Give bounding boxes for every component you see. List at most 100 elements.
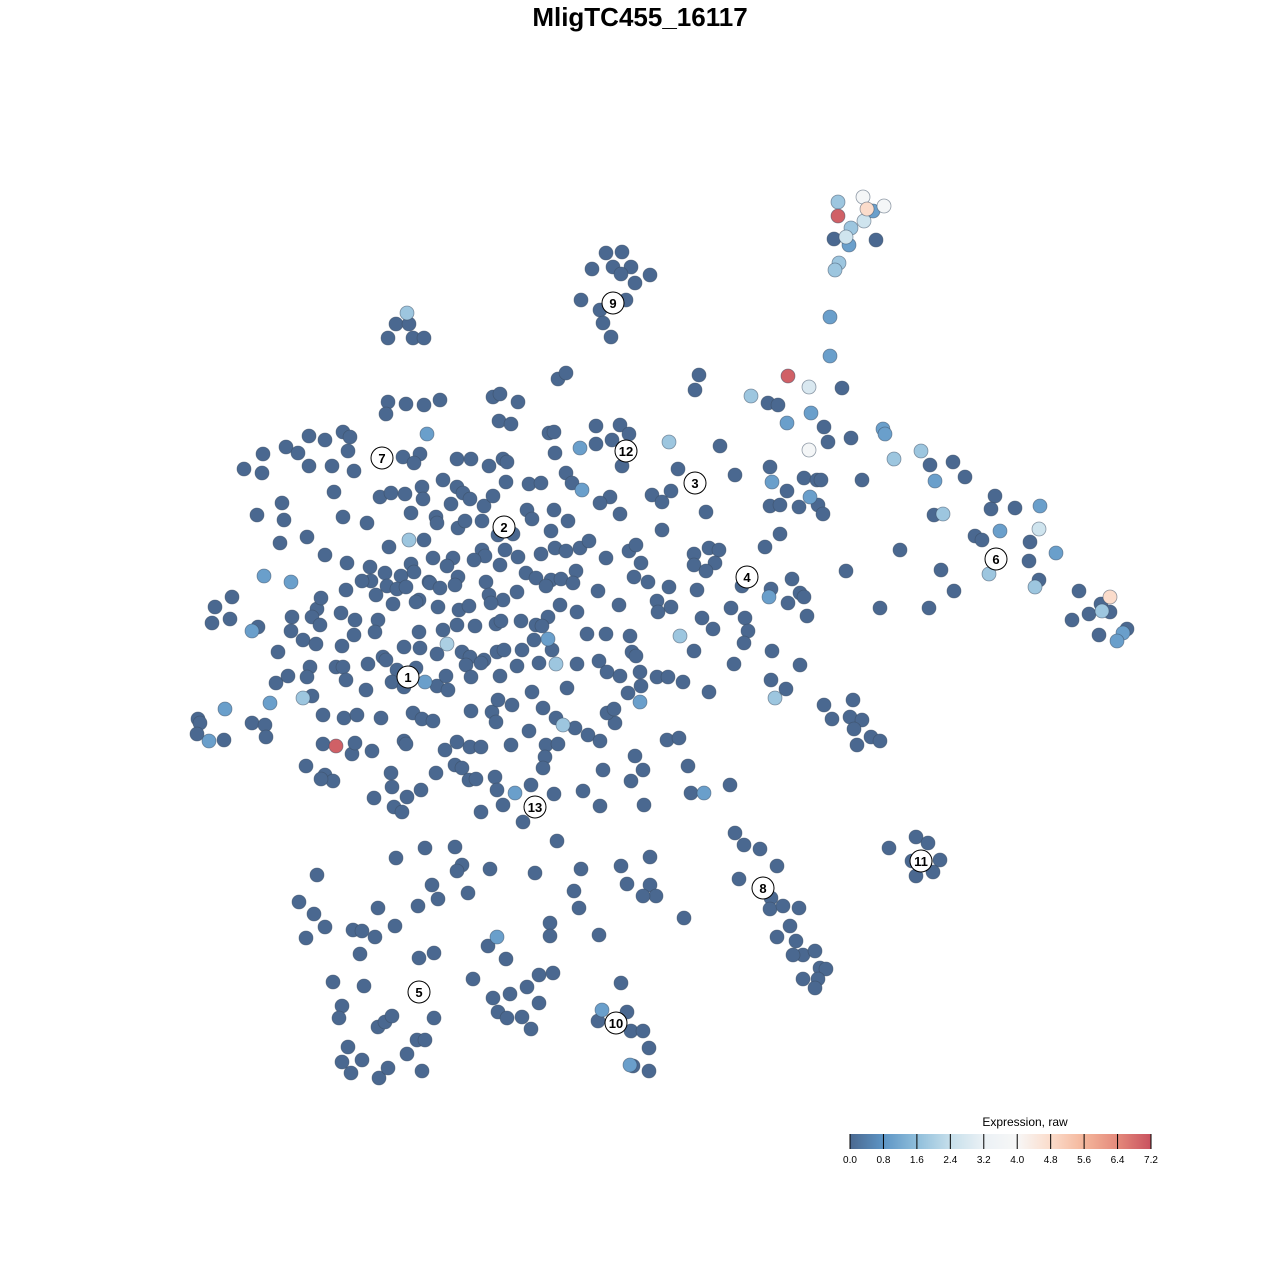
cluster-label-text: 11 bbox=[914, 854, 928, 869]
cell-point bbox=[571, 900, 587, 916]
cell-point bbox=[490, 692, 506, 708]
cell-point bbox=[816, 697, 832, 713]
cell-point bbox=[712, 438, 728, 454]
cluster-label-1: 1 bbox=[396, 665, 420, 689]
cell-point bbox=[845, 692, 861, 708]
cluster-label-circle bbox=[396, 665, 420, 689]
cell-point bbox=[908, 829, 924, 845]
cell-point bbox=[534, 618, 550, 634]
cell-point bbox=[370, 900, 386, 916]
cell-point bbox=[425, 550, 441, 566]
cell-point bbox=[482, 861, 498, 877]
cell-point bbox=[584, 261, 600, 277]
cell-point bbox=[449, 451, 465, 467]
cell-point bbox=[722, 777, 738, 793]
cell-point bbox=[295, 632, 311, 648]
cell-point bbox=[796, 589, 812, 605]
cell-point bbox=[838, 229, 854, 245]
cell-point bbox=[367, 929, 383, 945]
cell-point bbox=[480, 938, 496, 954]
cell-point bbox=[815, 506, 831, 522]
cell-point bbox=[426, 1010, 442, 1026]
cell-point bbox=[660, 669, 676, 685]
cell-point bbox=[308, 636, 324, 652]
cell-point bbox=[689, 582, 705, 598]
cell-point bbox=[447, 839, 463, 855]
cell-point bbox=[694, 610, 710, 626]
cell-point bbox=[590, 583, 606, 599]
cell-point bbox=[573, 861, 589, 877]
cell-point bbox=[417, 674, 433, 690]
cell-point bbox=[946, 583, 962, 599]
cluster-label-circle bbox=[735, 565, 759, 589]
cluster-label-circle bbox=[492, 515, 516, 539]
cell-point bbox=[416, 330, 432, 346]
cell-point bbox=[466, 552, 482, 568]
cell-point bbox=[502, 986, 518, 1002]
cell-point bbox=[415, 491, 431, 507]
cell-point bbox=[306, 906, 322, 922]
cell-point bbox=[412, 640, 428, 656]
cell-point bbox=[447, 577, 463, 593]
cell-point bbox=[920, 835, 936, 851]
cell-point bbox=[309, 867, 325, 883]
cell-point bbox=[921, 600, 937, 616]
cluster-label-text: 4 bbox=[743, 570, 751, 585]
cell-point bbox=[388, 850, 404, 866]
cell-point bbox=[492, 668, 508, 684]
cluster-label-text: 8 bbox=[759, 881, 766, 896]
cell-point bbox=[698, 563, 714, 579]
cell-point bbox=[489, 782, 505, 798]
cell-point bbox=[312, 617, 328, 633]
cluster-label-7: 7 bbox=[370, 446, 394, 470]
cell-point bbox=[256, 568, 272, 584]
cell-point bbox=[635, 762, 651, 778]
cell-point bbox=[504, 697, 520, 713]
cell-point bbox=[398, 736, 414, 752]
cell-point bbox=[509, 658, 525, 674]
legend-tick-label: 4.8 bbox=[1044, 1155, 1058, 1166]
cell-point bbox=[274, 495, 290, 511]
cell-point bbox=[1109, 633, 1125, 649]
cell-point bbox=[592, 733, 608, 749]
cell-point bbox=[478, 574, 494, 590]
cluster-label-text: 1 bbox=[404, 670, 411, 685]
cell-point bbox=[367, 624, 383, 640]
cell-point bbox=[338, 672, 354, 688]
cell-point bbox=[558, 365, 574, 381]
cell-point bbox=[642, 267, 658, 283]
cell-point bbox=[927, 473, 943, 489]
cell-point bbox=[1021, 553, 1037, 569]
cell-point bbox=[377, 565, 393, 581]
cell-point bbox=[435, 622, 451, 638]
cell-point bbox=[932, 852, 948, 868]
cell-point bbox=[414, 1063, 430, 1079]
cell-point bbox=[1031, 521, 1047, 537]
cell-point bbox=[359, 515, 375, 531]
cell-point bbox=[687, 382, 703, 398]
cell-point bbox=[399, 789, 415, 805]
cell-point bbox=[222, 611, 238, 627]
cell-point bbox=[523, 1021, 539, 1037]
cluster-label-2: 2 bbox=[492, 515, 516, 539]
cell-point bbox=[429, 646, 445, 662]
cell-point bbox=[603, 329, 619, 345]
cell-point bbox=[398, 579, 414, 595]
cell-point bbox=[315, 707, 331, 723]
cell-point bbox=[416, 532, 432, 548]
cluster-label-text: 13 bbox=[528, 800, 542, 815]
legend-tick-label: 6.4 bbox=[1111, 1155, 1125, 1166]
cell-point bbox=[334, 638, 350, 654]
cluster-label-text: 7 bbox=[378, 451, 385, 466]
cell-point bbox=[384, 779, 400, 795]
cell-point bbox=[449, 617, 465, 633]
cell-point bbox=[358, 682, 374, 698]
cell-point bbox=[661, 434, 677, 450]
cell-point bbox=[416, 397, 432, 413]
cell-point bbox=[807, 980, 823, 996]
cell-point bbox=[945, 454, 961, 470]
cell-point bbox=[356, 978, 372, 994]
cell-point bbox=[663, 599, 679, 615]
cell-point bbox=[784, 571, 800, 587]
cell-point bbox=[362, 559, 378, 575]
